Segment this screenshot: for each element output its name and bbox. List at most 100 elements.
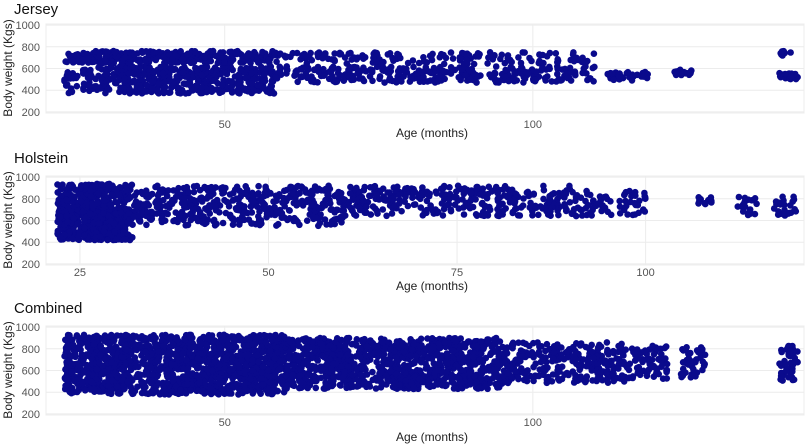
data-point xyxy=(116,88,123,96)
data-point xyxy=(177,48,184,55)
data-point xyxy=(262,183,269,191)
data-point xyxy=(578,206,586,214)
data-point xyxy=(480,212,488,220)
data-point xyxy=(104,236,111,244)
data-point xyxy=(138,209,146,216)
data-point xyxy=(75,362,83,369)
data-point xyxy=(107,344,114,352)
data-point xyxy=(63,196,71,204)
data-point xyxy=(210,77,218,84)
data-point xyxy=(255,182,262,190)
data-point xyxy=(209,187,216,194)
data-point xyxy=(635,209,642,217)
data-point xyxy=(236,364,243,371)
data-point xyxy=(231,73,239,80)
data-point xyxy=(419,212,427,219)
data-point xyxy=(358,193,366,201)
data-point xyxy=(144,390,152,398)
data-point xyxy=(73,333,80,340)
data-point xyxy=(540,195,547,203)
data-point xyxy=(77,182,85,189)
data-point xyxy=(122,359,129,367)
data-point xyxy=(105,389,112,397)
y-tick-label: 600 xyxy=(22,216,40,228)
data-point xyxy=(169,371,177,378)
data-point xyxy=(199,387,207,395)
data-point xyxy=(160,89,168,97)
data-point xyxy=(126,70,133,77)
data-point xyxy=(376,75,383,83)
data-point xyxy=(228,215,236,222)
data-point xyxy=(273,74,280,81)
data-point xyxy=(65,357,72,365)
data-point xyxy=(175,212,183,220)
data-point xyxy=(212,52,220,60)
data-point xyxy=(263,210,271,218)
data-point xyxy=(466,76,474,83)
data-point xyxy=(100,228,108,235)
data-point xyxy=(254,191,262,198)
data-point xyxy=(102,70,110,78)
data-point xyxy=(143,221,150,229)
data-point xyxy=(484,60,491,67)
data-point xyxy=(271,203,278,211)
data-point xyxy=(520,195,527,202)
x-axis-title: Age (months) xyxy=(396,126,468,140)
data-point xyxy=(355,75,363,82)
data-point xyxy=(201,184,209,192)
data-point xyxy=(144,191,152,198)
data-point xyxy=(419,184,426,191)
data-point xyxy=(131,354,139,361)
data-point xyxy=(546,65,553,73)
x-tick-label: 25 xyxy=(74,267,86,279)
data-point xyxy=(54,200,62,207)
data-point xyxy=(381,79,388,86)
data-point xyxy=(124,218,132,226)
data-point xyxy=(144,353,151,361)
data-point xyxy=(200,52,208,60)
data-point xyxy=(563,206,570,214)
data-point xyxy=(85,55,92,62)
data-point xyxy=(478,350,485,357)
data-point xyxy=(641,208,649,215)
data-point xyxy=(68,88,76,96)
data-point xyxy=(460,190,468,198)
data-point xyxy=(187,216,195,224)
data-point xyxy=(701,200,709,207)
data-point xyxy=(235,332,242,340)
data-point xyxy=(116,184,124,191)
data-point xyxy=(373,49,381,57)
data-point xyxy=(790,196,798,203)
data-point xyxy=(193,215,200,222)
data-point xyxy=(615,74,623,82)
data-point xyxy=(68,181,76,189)
data-point xyxy=(215,379,223,387)
data-point xyxy=(179,55,186,63)
data-point xyxy=(168,388,176,396)
data-point xyxy=(190,58,198,66)
data-point xyxy=(221,59,228,66)
data-point xyxy=(554,207,561,214)
data-point xyxy=(632,192,639,199)
data-point xyxy=(450,385,458,392)
data-point xyxy=(117,209,125,216)
data-point xyxy=(228,366,236,373)
data-point xyxy=(572,193,580,201)
data-point xyxy=(735,193,743,201)
data-point xyxy=(294,182,302,190)
data-point xyxy=(776,73,784,80)
data-point xyxy=(313,66,320,74)
data-point xyxy=(331,50,339,57)
data-point xyxy=(616,210,624,217)
data-point xyxy=(266,347,274,355)
data-point xyxy=(272,192,280,200)
data-point xyxy=(476,191,484,198)
data-point xyxy=(533,68,540,75)
data-point xyxy=(111,49,119,56)
x-tick-label: 100 xyxy=(524,119,542,131)
data-point xyxy=(69,57,76,65)
data-point xyxy=(363,203,370,210)
data-point xyxy=(560,189,568,196)
data-point xyxy=(206,193,214,200)
